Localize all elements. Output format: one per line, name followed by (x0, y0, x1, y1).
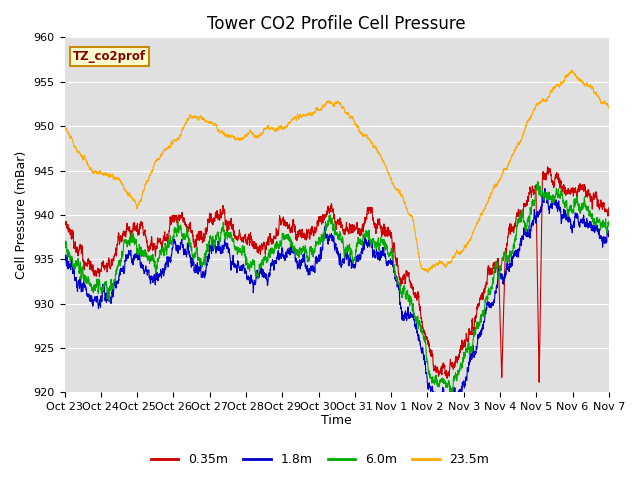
Title: Tower CO2 Profile Cell Pressure: Tower CO2 Profile Cell Pressure (207, 15, 466, 33)
Text: TZ_co2prof: TZ_co2prof (73, 50, 146, 63)
Y-axis label: Cell Pressure (mBar): Cell Pressure (mBar) (15, 151, 28, 279)
X-axis label: Time: Time (321, 414, 352, 427)
Legend: 0.35m, 1.8m, 6.0m, 23.5m: 0.35m, 1.8m, 6.0m, 23.5m (145, 448, 495, 471)
